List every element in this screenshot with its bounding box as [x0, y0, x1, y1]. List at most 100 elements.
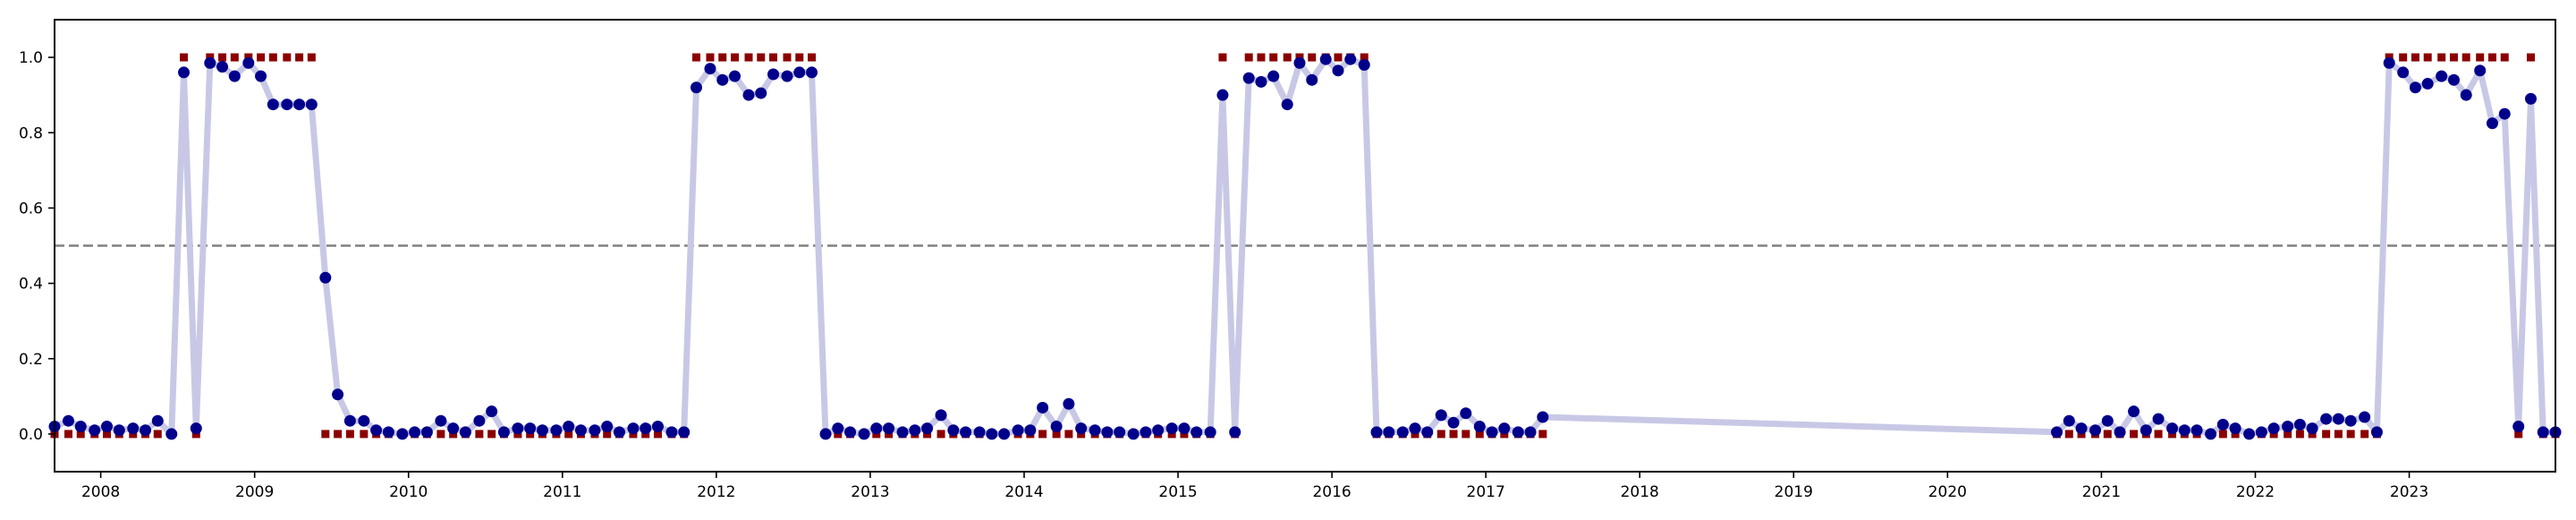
label-marker [475, 430, 484, 439]
data-point [486, 405, 498, 418]
data-point [651, 421, 664, 432]
x-tick-label: 2013 [851, 483, 889, 501]
data-point [2152, 413, 2165, 425]
data-point [2089, 424, 2102, 437]
data-point [1447, 416, 1460, 429]
data-point [267, 98, 279, 111]
x-tick-label: 2023 [2390, 483, 2428, 501]
data-point [1370, 426, 1383, 439]
data-point [165, 428, 178, 440]
data-point [420, 426, 433, 439]
data-point [2128, 405, 2140, 418]
data-point [767, 68, 780, 81]
data-point [216, 61, 229, 73]
label-marker [731, 53, 740, 62]
data-point [2178, 424, 2190, 437]
data-point [343, 414, 356, 427]
data-point [1358, 59, 1370, 71]
label-marker [2476, 53, 2485, 62]
data-point [1229, 426, 1241, 439]
data-point [2460, 89, 2472, 101]
label-marker [2334, 430, 2343, 439]
label-marker [2399, 53, 2408, 62]
data-point [2282, 421, 2294, 432]
label-marker [2500, 53, 2509, 62]
data-point [358, 414, 370, 427]
data-point [704, 63, 716, 75]
label-marker [1218, 53, 1227, 62]
x-tick-label: 2012 [697, 483, 735, 501]
data-point [370, 424, 383, 437]
data-point [332, 388, 344, 401]
data-point [2075, 422, 2088, 435]
data-point [844, 426, 857, 439]
data-point [921, 422, 934, 435]
data-point [2306, 422, 2318, 435]
label-marker [103, 430, 112, 439]
data-point [127, 422, 140, 435]
data-point [1037, 401, 1049, 413]
label-marker [1064, 430, 1073, 439]
data-point [973, 426, 986, 439]
data-point [497, 426, 510, 439]
label-marker [2462, 53, 2470, 62]
data-point [690, 81, 702, 94]
data-point [1127, 428, 1140, 440]
data-point [1460, 407, 1472, 420]
data-point [2524, 92, 2537, 105]
x-tick-label: 2015 [1158, 483, 1197, 501]
data-point [396, 428, 409, 440]
data-point [2421, 78, 2434, 90]
data-point [1435, 409, 1447, 422]
data-point [178, 66, 191, 79]
data-point [2447, 73, 2460, 86]
data-point [613, 426, 625, 439]
data-point [640, 422, 652, 435]
data-point [190, 422, 202, 435]
data-point [1332, 64, 1344, 77]
data-point [2332, 413, 2344, 425]
data-point [742, 89, 755, 101]
label-marker [295, 53, 304, 62]
data-point [2114, 426, 2126, 439]
label-marker [564, 430, 573, 439]
data-point [793, 66, 806, 79]
data-point [228, 70, 241, 82]
label-marker [2284, 430, 2292, 439]
data-point [1255, 75, 1267, 88]
label-marker [691, 53, 700, 62]
x-tick-label: 2008 [81, 483, 120, 501]
data-point [716, 73, 729, 86]
label-marker [2064, 430, 2073, 439]
data-point [678, 426, 691, 439]
data-point [960, 426, 972, 439]
label-marker [283, 53, 292, 62]
label-marker [1334, 53, 1343, 62]
data-point [2216, 418, 2229, 430]
data-point [1152, 424, 1165, 437]
data-point [1293, 56, 1306, 69]
label-marker [307, 53, 316, 62]
data-point [1473, 421, 1486, 432]
data-point [2512, 421, 2525, 432]
data-point [1486, 426, 1498, 439]
data-point [2397, 66, 2410, 79]
data-point [101, 421, 114, 432]
data-point [1306, 73, 1318, 86]
data-point [2409, 81, 2421, 94]
data-point [729, 70, 741, 82]
x-tick-label: 2010 [389, 483, 428, 501]
data-point [2498, 107, 2511, 120]
data-point [74, 421, 87, 432]
data-point [832, 422, 844, 435]
label-marker [76, 430, 85, 439]
label-marker [653, 430, 662, 439]
y-tick-label: 0.4 [19, 276, 43, 294]
data-point [1114, 426, 1126, 439]
data-point [1075, 422, 1088, 435]
label-marker [2526, 53, 2535, 62]
data-point [1216, 89, 1229, 101]
y-tick-label: 0.0 [19, 426, 43, 444]
